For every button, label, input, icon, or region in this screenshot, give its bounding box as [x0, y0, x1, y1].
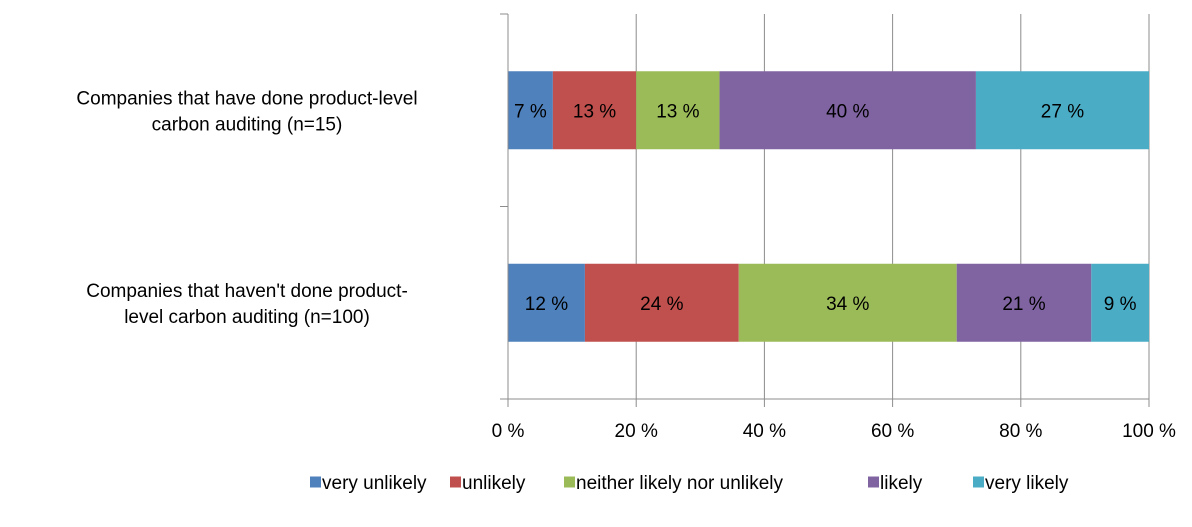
category-label-line: Companies that haven't done product-: [86, 281, 408, 302]
bar-segment: [738, 263, 957, 342]
bar-segment: [975, 71, 1149, 150]
category-label-line: Companies that have done product-level: [76, 88, 417, 109]
x-tick-label: 0 %: [492, 421, 525, 442]
data-label: 24 %: [640, 294, 683, 315]
data-label: 34 %: [826, 294, 869, 315]
data-label: 13 %: [573, 101, 616, 122]
legend-label: neither likely nor unlikely: [576, 473, 783, 494]
legend-item: likely: [868, 473, 923, 494]
legend-item: unlikely: [450, 473, 526, 494]
x-tick-label: 80 %: [999, 421, 1042, 442]
legend-item: neither likely nor unlikely: [564, 473, 783, 494]
bars: 7 % 13 % 13 % 40 % 27 % 12 % 24 % 34 % 21 % 9 %: [508, 71, 1149, 342]
legend-swatch: [450, 476, 461, 488]
legend-swatch: [973, 476, 984, 488]
x-tick-label: 20 %: [615, 421, 658, 442]
category-label-line: level carbon auditing (n=100): [124, 307, 370, 328]
legend-label: unlikely: [462, 473, 526, 494]
legend-label: very unlikely: [322, 473, 427, 494]
x-tick-label: 100 %: [1122, 421, 1176, 442]
legend-swatch: [310, 476, 321, 488]
bar-segment: [719, 71, 976, 150]
x-tick-label: 60 %: [871, 421, 914, 442]
axes: 0 % 20 % 40 % 60 % 80 % 100 % Companies that h…: [76, 13, 1176, 442]
bar-segment: [1091, 263, 1149, 342]
bar-segment: [956, 263, 1092, 342]
data-label: 21 %: [1002, 294, 1045, 315]
data-label: 13 %: [656, 101, 699, 122]
data-label: 9 %: [1104, 294, 1137, 315]
x-tick-label: 40 %: [743, 421, 786, 442]
legend-item: very likely: [973, 473, 1069, 494]
bar-segment: [636, 71, 720, 150]
legend-swatch: [564, 476, 575, 488]
category-label: Companies that have done product-level ca…: [76, 88, 417, 135]
legend-label: likely: [880, 473, 923, 494]
data-label: 40 %: [826, 101, 869, 122]
legend-item: very unlikely: [310, 473, 427, 494]
bar-segment: [552, 71, 637, 150]
bar-segment: [508, 263, 585, 342]
bar-segment: [508, 71, 553, 150]
category-label-line: carbon auditing (n=15): [152, 114, 343, 135]
category-label: Companies that haven't done product-leve…: [86, 281, 408, 328]
data-label: 7 %: [514, 101, 547, 122]
legend-swatch: [868, 476, 879, 488]
legend: very unlikely unlikely neither likely nor …: [310, 473, 1069, 494]
data-label: 27 %: [1041, 101, 1084, 122]
data-label: 12 %: [525, 294, 568, 315]
bar-segment: [584, 263, 739, 342]
legend-label: very likely: [985, 473, 1069, 494]
